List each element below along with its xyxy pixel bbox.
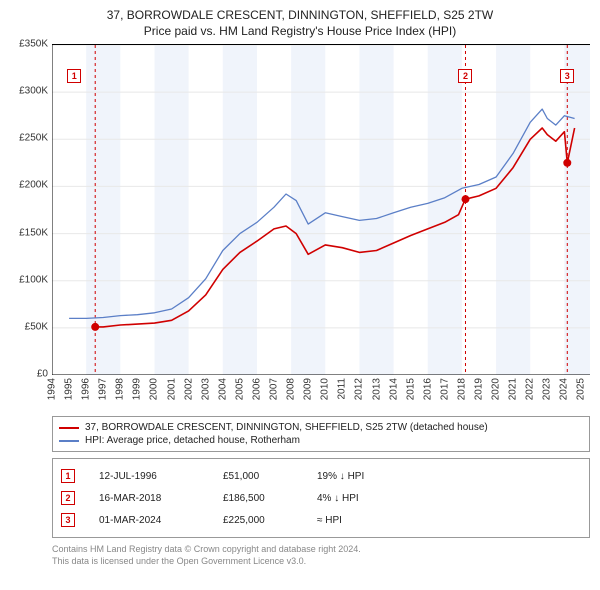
x-tick-label: 1998	[115, 378, 126, 400]
x-tick-label: 2021	[508, 378, 519, 400]
x-tick-label: 2017	[439, 378, 450, 400]
x-tick-label: 2020	[491, 378, 502, 400]
chart-area: £0£50K£100K£150K£200K£250K£300K£350K 123…	[10, 44, 590, 410]
x-tick-label: 1994	[47, 378, 58, 400]
marker-table-delta: 4% ↓ HPI	[317, 493, 359, 504]
titles: 37, BORROWDALE CRESCENT, DINNINGTON, SHE…	[10, 8, 590, 38]
y-tick-label: £150K	[19, 227, 48, 238]
x-tick-label: 2013	[371, 378, 382, 400]
title-main: 37, BORROWDALE CRESCENT, DINNINGTON, SHE…	[10, 8, 590, 22]
y-tick-label: £50K	[25, 321, 48, 332]
y-tick-label: £100K	[19, 274, 48, 285]
chart-container: 37, BORROWDALE CRESCENT, DINNINGTON, SHE…	[0, 0, 600, 577]
marker-table-num: 1	[61, 469, 75, 483]
marker-table-delta: 19% ↓ HPI	[317, 471, 364, 482]
x-tick-label: 2005	[234, 378, 245, 400]
x-tick-label: 1996	[81, 378, 92, 400]
legend-swatch-hpi	[59, 440, 79, 442]
x-tick-label: 1995	[64, 378, 75, 400]
y-tick-label: £300K	[19, 86, 48, 97]
marker-table-row: 2 16-MAR-2018 £186,500 4% ↓ HPI	[61, 487, 581, 509]
x-tick-label: 2009	[303, 378, 314, 400]
marker-table-date: 12-JUL-1996	[99, 471, 199, 482]
x-axis: 1994199519961997199819992000200120022003…	[52, 374, 590, 410]
marker-table-date: 16-MAR-2018	[99, 493, 199, 504]
plot-area: 1 2 3	[52, 44, 590, 374]
x-tick-label: 2004	[217, 378, 228, 400]
legend: 37, BORROWDALE CRESCENT, DINNINGTON, SHE…	[52, 416, 590, 452]
marker-table-price: £51,000	[223, 471, 293, 482]
x-tick-label: 1997	[98, 378, 109, 400]
y-tick-label: £350K	[19, 39, 48, 50]
x-tick-label: 2025	[576, 378, 587, 400]
y-tick-label: £250K	[19, 133, 48, 144]
x-tick-label: 2003	[200, 378, 211, 400]
marker-table-delta: ≈ HPI	[317, 515, 342, 526]
x-tick-label: 2019	[473, 378, 484, 400]
x-tick-label: 2014	[388, 378, 399, 400]
x-tick-label: 2008	[286, 378, 297, 400]
legend-label-hpi: HPI: Average price, detached house, Roth…	[85, 435, 300, 446]
x-tick-label: 2015	[405, 378, 416, 400]
x-tick-label: 1999	[132, 378, 143, 400]
y-tick-label: £200K	[19, 180, 48, 191]
marker-table-price: £225,000	[223, 515, 293, 526]
marker-box-1: 1	[67, 69, 81, 83]
footer-line1: Contains HM Land Registry data © Crown c…	[52, 544, 590, 556]
x-tick-label: 2016	[422, 378, 433, 400]
marker-table-num: 3	[61, 513, 75, 527]
x-tick-label: 2012	[354, 378, 365, 400]
x-tick-label: 2007	[269, 378, 280, 400]
legend-swatch-property	[59, 427, 79, 429]
x-tick-label: 2001	[166, 378, 177, 400]
marker-box-2: 2	[458, 69, 472, 83]
marker-table: 1 12-JUL-1996 £51,000 19% ↓ HPI 2 16-MAR-2018…	[52, 458, 590, 538]
x-tick-label: 2011	[337, 378, 348, 400]
x-tick-label: 2024	[559, 378, 570, 400]
title-sub: Price paid vs. HM Land Registry's House …	[10, 24, 590, 38]
marker-table-row: 3 01-MAR-2024 £225,000 ≈ HPI	[61, 509, 581, 531]
marker-table-num: 2	[61, 491, 75, 505]
x-tick-label: 2006	[251, 378, 262, 400]
x-tick-label: 2000	[149, 378, 160, 400]
marker-table-row: 1 12-JUL-1996 £51,000 19% ↓ HPI	[61, 465, 581, 487]
marker-table-price: £186,500	[223, 493, 293, 504]
x-tick-label: 2002	[183, 378, 194, 400]
x-tick-label: 2022	[525, 378, 536, 400]
x-tick-label: 2018	[456, 378, 467, 400]
legend-item-hpi: HPI: Average price, detached house, Roth…	[59, 434, 583, 447]
y-axis: £0£50K£100K£150K£200K£250K£300K£350K	[10, 44, 52, 374]
legend-item-property: 37, BORROWDALE CRESCENT, DINNINGTON, SHE…	[59, 421, 583, 434]
legend-label-property: 37, BORROWDALE CRESCENT, DINNINGTON, SHE…	[85, 422, 488, 433]
marker-box-3: 3	[560, 69, 574, 83]
x-tick-label: 2010	[320, 378, 331, 400]
marker-table-date: 01-MAR-2024	[99, 515, 199, 526]
x-tick-label: 2023	[542, 378, 553, 400]
footer: Contains HM Land Registry data © Crown c…	[52, 544, 590, 567]
footer-line2: This data is licensed under the Open Gov…	[52, 556, 590, 568]
